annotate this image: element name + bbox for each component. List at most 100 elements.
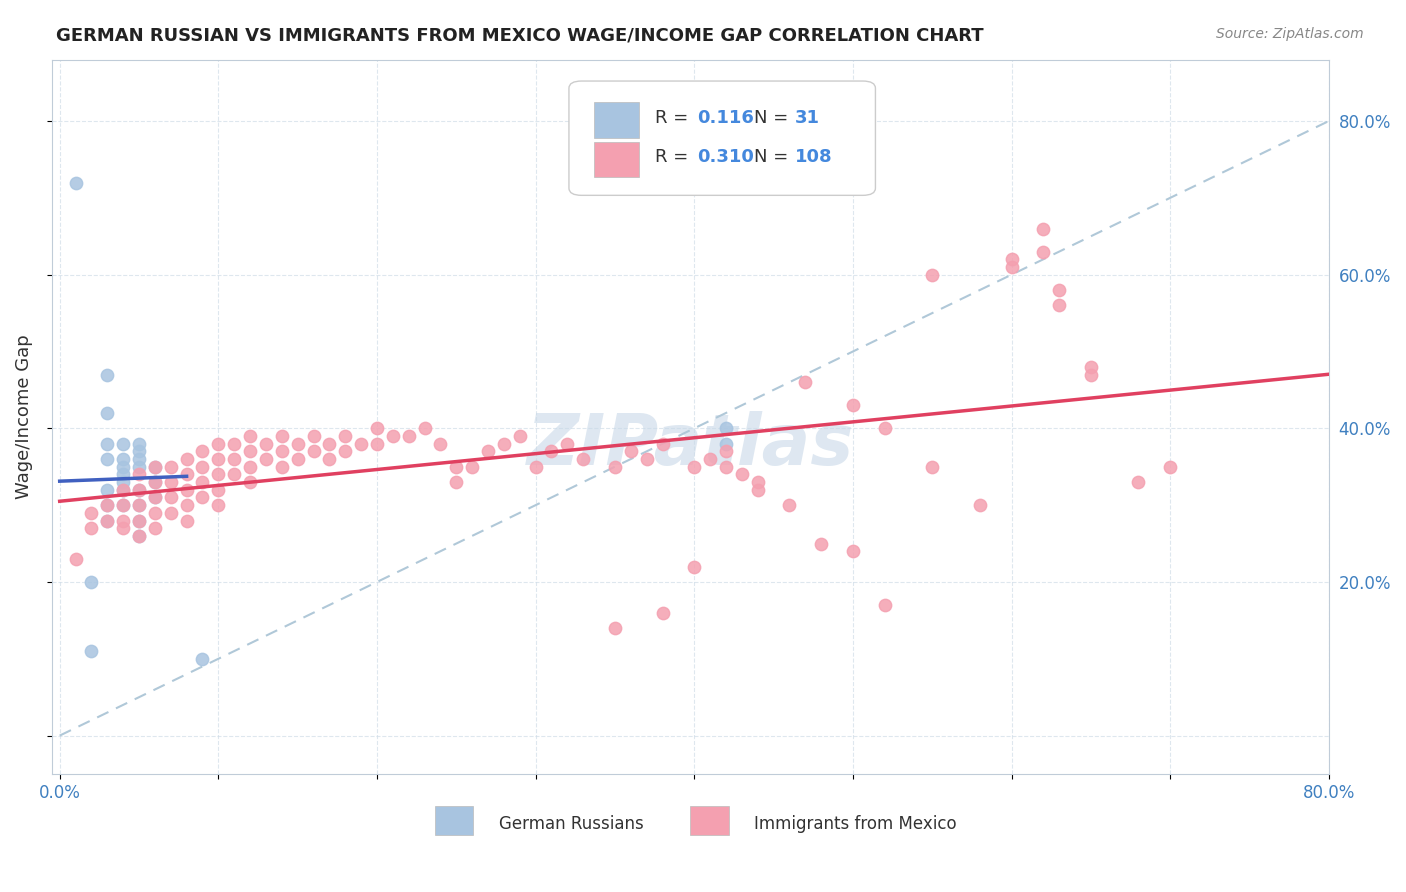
- Point: [1159, 459, 1181, 474]
- Point: [112, 452, 135, 467]
- Point: [128, 498, 150, 512]
- Point: [128, 452, 150, 467]
- Point: [112, 498, 135, 512]
- Point: [555, 436, 578, 450]
- Point: [509, 429, 531, 443]
- Point: [810, 536, 832, 550]
- Y-axis label: Wage/Income Gap: Wage/Income Gap: [15, 334, 32, 500]
- Point: [176, 483, 198, 497]
- Text: R =: R =: [655, 109, 693, 128]
- Point: [1032, 221, 1054, 235]
- Point: [80, 574, 103, 589]
- Point: [143, 521, 166, 535]
- Point: [873, 421, 896, 435]
- Point: [714, 421, 737, 435]
- Point: [159, 491, 181, 505]
- Point: [683, 459, 706, 474]
- Point: [128, 483, 150, 497]
- Point: [302, 444, 325, 458]
- Point: [207, 436, 229, 450]
- Point: [112, 521, 135, 535]
- Point: [270, 429, 292, 443]
- Point: [191, 444, 214, 458]
- FancyBboxPatch shape: [595, 142, 640, 178]
- Point: [239, 459, 262, 474]
- Point: [921, 268, 943, 282]
- Point: [112, 436, 135, 450]
- Point: [191, 475, 214, 489]
- Point: [80, 521, 103, 535]
- Point: [112, 483, 135, 497]
- Point: [1000, 260, 1022, 274]
- Point: [270, 459, 292, 474]
- Point: [699, 452, 721, 467]
- Point: [683, 559, 706, 574]
- Point: [842, 544, 865, 558]
- Point: [524, 459, 547, 474]
- Point: [128, 459, 150, 474]
- Point: [96, 483, 118, 497]
- Point: [335, 429, 357, 443]
- Text: 0.116: 0.116: [696, 109, 754, 128]
- Point: [714, 444, 737, 458]
- Point: [794, 376, 817, 390]
- Point: [318, 452, 340, 467]
- Point: [714, 459, 737, 474]
- Point: [1080, 368, 1102, 382]
- Point: [477, 444, 499, 458]
- Point: [143, 459, 166, 474]
- Point: [143, 459, 166, 474]
- Point: [176, 452, 198, 467]
- Point: [254, 452, 277, 467]
- Point: [446, 459, 468, 474]
- Point: [1047, 298, 1070, 312]
- Point: [128, 529, 150, 543]
- Point: [143, 506, 166, 520]
- Point: [128, 514, 150, 528]
- FancyBboxPatch shape: [595, 103, 640, 138]
- Point: [207, 452, 229, 467]
- Point: [112, 514, 135, 528]
- Point: [842, 398, 865, 412]
- Point: [191, 652, 214, 666]
- Point: [747, 483, 769, 497]
- Point: [1047, 283, 1070, 297]
- Text: 31: 31: [794, 109, 820, 128]
- Point: [969, 498, 991, 512]
- Point: [270, 444, 292, 458]
- Point: [65, 176, 87, 190]
- Text: German Russians: German Russians: [499, 815, 644, 833]
- FancyBboxPatch shape: [690, 806, 728, 835]
- Point: [176, 514, 198, 528]
- Point: [176, 498, 198, 512]
- FancyBboxPatch shape: [434, 806, 474, 835]
- Point: [714, 436, 737, 450]
- Point: [366, 421, 388, 435]
- Point: [413, 421, 436, 435]
- Point: [254, 436, 277, 450]
- Point: [112, 483, 135, 497]
- Point: [224, 452, 246, 467]
- Point: [96, 498, 118, 512]
- Point: [207, 467, 229, 482]
- Point: [112, 467, 135, 482]
- Point: [747, 475, 769, 489]
- Point: [287, 452, 309, 467]
- Text: R =: R =: [655, 148, 693, 167]
- Point: [461, 459, 484, 474]
- Text: N =: N =: [754, 148, 794, 167]
- Point: [446, 475, 468, 489]
- Point: [96, 498, 118, 512]
- Point: [143, 475, 166, 489]
- Point: [143, 491, 166, 505]
- Point: [80, 644, 103, 658]
- Text: 108: 108: [794, 148, 832, 167]
- Point: [128, 444, 150, 458]
- Point: [207, 483, 229, 497]
- Point: [96, 514, 118, 528]
- Point: [1032, 244, 1054, 259]
- Point: [128, 436, 150, 450]
- Point: [778, 498, 800, 512]
- Point: [239, 444, 262, 458]
- Point: [620, 444, 643, 458]
